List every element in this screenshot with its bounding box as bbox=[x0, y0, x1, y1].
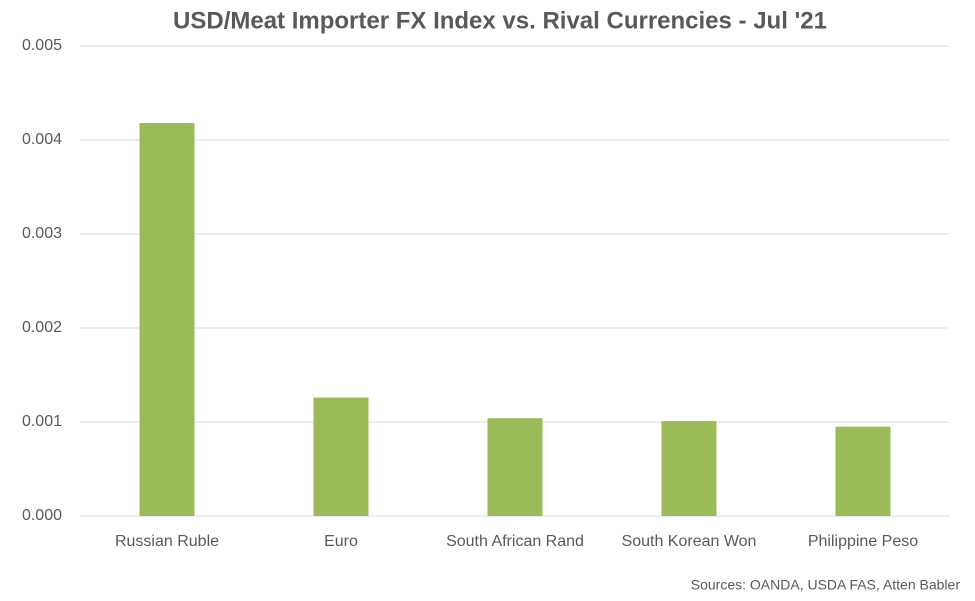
bar bbox=[835, 426, 891, 516]
bar bbox=[661, 421, 717, 516]
x-tick-label: South African Rand bbox=[446, 533, 584, 550]
x-tick-label: Euro bbox=[324, 533, 358, 550]
y-tick-label: 0.003 bbox=[22, 225, 62, 242]
y-tick-label: 0.005 bbox=[22, 37, 62, 54]
source-note: Sources: OANDA, USDA FAS, Atten Babler bbox=[691, 577, 961, 593]
bar bbox=[313, 397, 369, 516]
bar bbox=[487, 418, 543, 516]
bar bbox=[139, 123, 195, 516]
x-tick-label: Philippine Peso bbox=[808, 533, 918, 550]
chart-title: USD/Meat Importer FX Index vs. Rival Cur… bbox=[173, 7, 827, 34]
y-tick-label: 0.002 bbox=[22, 319, 62, 336]
y-tick-label: 0.000 bbox=[22, 507, 62, 524]
x-tick-label: South Korean Won bbox=[622, 533, 757, 550]
y-tick-label: 0.004 bbox=[22, 131, 62, 148]
y-tick-label: 0.001 bbox=[22, 413, 62, 430]
x-tick-label: Russian Ruble bbox=[115, 533, 219, 550]
